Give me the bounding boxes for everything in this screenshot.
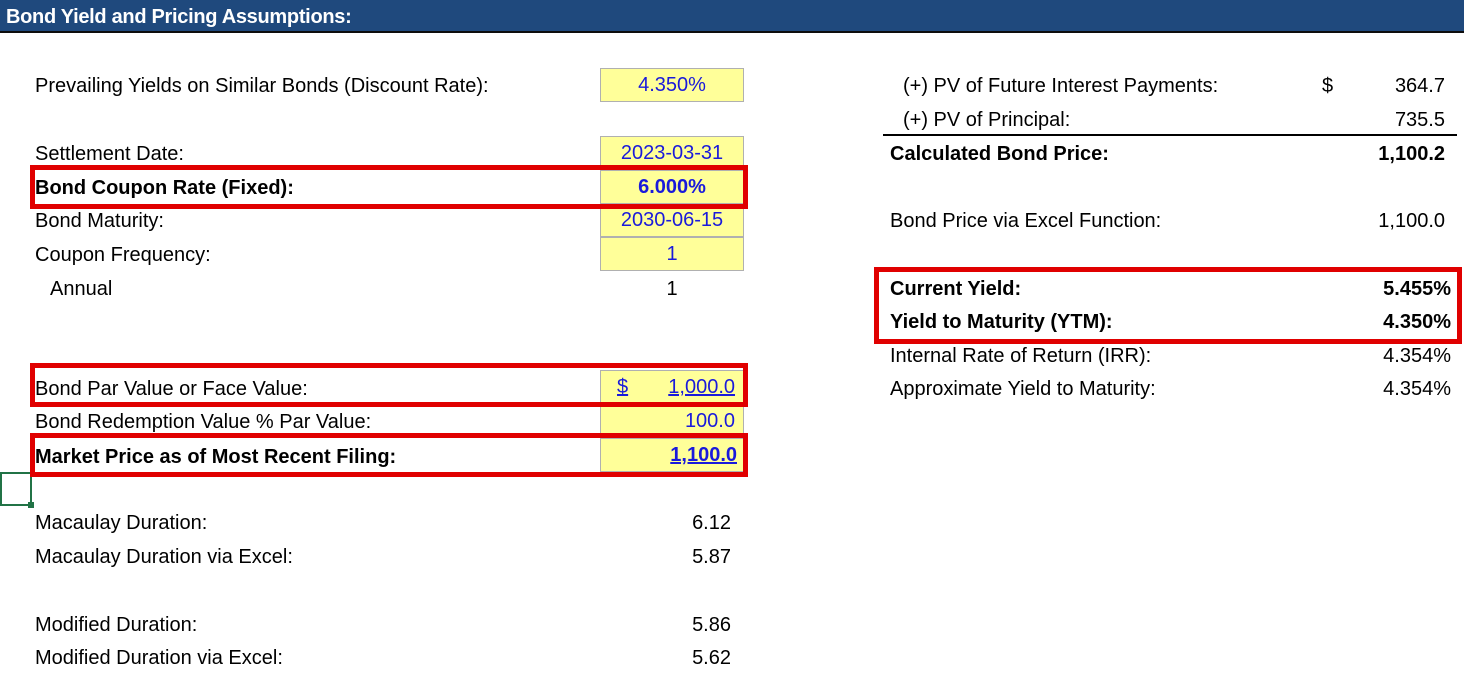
approx-ytm-label: Approximate Yield to Maturity: xyxy=(890,378,1156,400)
irr-label: Internal Rate of Return (IRR): xyxy=(890,345,1152,367)
macaulay-excel-label: Macaulay Duration via Excel: xyxy=(35,546,293,568)
pv-interest-value: 364.7 xyxy=(1394,75,1445,97)
market-price-input[interactable]: 1,100.0 xyxy=(600,438,744,472)
par-value-label: Bond Par Value or Face Value: xyxy=(35,378,308,400)
current-yield-label: Current Yield: xyxy=(890,278,1022,300)
current-yield-value: 5.455% xyxy=(1383,278,1451,300)
excel-price-label: Bond Price via Excel Function: xyxy=(890,210,1162,232)
maturity-input[interactable]: 2030-06-15 xyxy=(600,203,744,237)
settlement-date-label: Settlement Date: xyxy=(35,143,184,165)
macaulay-label: Macaulay Duration: xyxy=(35,512,208,534)
annual-label: Annual xyxy=(50,278,113,300)
modified-label: Modified Duration: xyxy=(35,614,198,636)
pv-interest-currency: $ xyxy=(1322,75,1334,97)
modified-value: 5.86 xyxy=(692,614,731,636)
macaulay-value: 6.12 xyxy=(692,512,731,534)
modified-excel-value: 5.62 xyxy=(692,647,731,669)
sum-rule xyxy=(883,134,1457,136)
pv-interest-label: (+) PV of Future Interest Payments: xyxy=(903,75,1219,97)
section-title: Bond Yield and Pricing Assumptions: xyxy=(6,6,352,28)
par-value-amount: 1,000.0 xyxy=(668,376,735,398)
redemption-label: Bond Redemption Value % Par Value: xyxy=(35,411,372,433)
ytm-label: Yield to Maturity (YTM): xyxy=(890,311,1113,333)
excel-price-value: 1,100.0 xyxy=(1378,210,1445,232)
coupon-frequency-label: Coupon Frequency: xyxy=(35,244,211,266)
macaulay-excel-value: 5.87 xyxy=(692,546,731,568)
settlement-date-input[interactable]: 2023-03-31 xyxy=(600,136,744,170)
annual-value: 1 xyxy=(666,278,678,300)
market-price-label: Market Price as of Most Recent Filing: xyxy=(35,446,397,468)
par-value-currency: $ xyxy=(617,376,629,398)
coupon-rate-label: Bond Coupon Rate (Fixed): xyxy=(35,177,294,199)
coupon-frequency-input[interactable]: 1 xyxy=(600,237,744,271)
redemption-input[interactable]: 100.0 xyxy=(600,404,744,438)
ytm-value: 4.350% xyxy=(1383,311,1451,333)
maturity-label: Bond Maturity: xyxy=(35,210,164,232)
discount-rate-input[interactable]: 4.350% xyxy=(600,68,744,102)
pv-principal-label: (+) PV of Principal: xyxy=(903,109,1071,131)
coupon-rate-input[interactable]: 6.000% xyxy=(600,170,744,204)
discount-rate-label: Prevailing Yields on Similar Bonds (Disc… xyxy=(35,75,489,97)
modified-excel-label: Modified Duration via Excel: xyxy=(35,647,283,669)
irr-value: 4.354% xyxy=(1383,345,1451,367)
selected-cell[interactable] xyxy=(0,472,34,508)
approx-ytm-value: 4.354% xyxy=(1383,378,1451,400)
calc-price-label: Calculated Bond Price: xyxy=(890,143,1109,165)
calc-price-value: 1,100.2 xyxy=(1378,143,1445,165)
section-header: Bond Yield and Pricing Assumptions: xyxy=(0,0,1464,33)
pv-principal-value: 735.5 xyxy=(1394,109,1445,131)
par-value-input[interactable]: $ 1,000.0 xyxy=(600,370,744,404)
